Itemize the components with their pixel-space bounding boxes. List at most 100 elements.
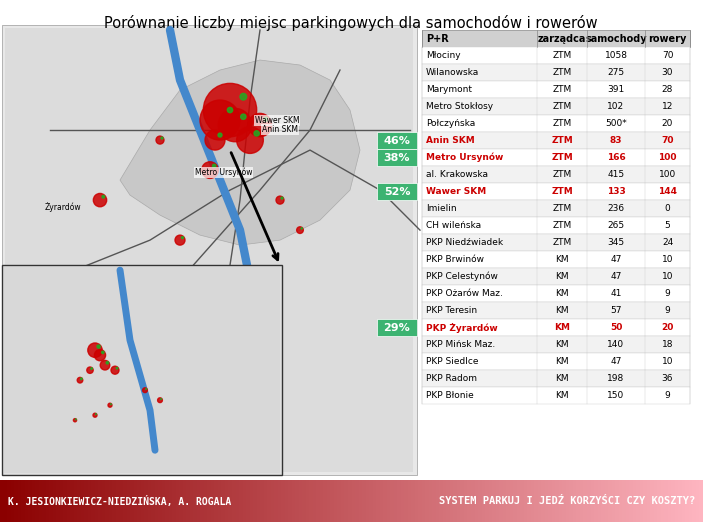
Text: 345: 345 xyxy=(607,238,624,247)
Circle shape xyxy=(157,398,162,402)
Bar xyxy=(11,480,15,522)
Bar xyxy=(524,480,528,522)
Circle shape xyxy=(111,366,119,374)
Bar xyxy=(278,480,282,522)
Bar xyxy=(640,480,644,522)
Bar xyxy=(313,480,317,522)
FancyBboxPatch shape xyxy=(422,353,690,370)
FancyBboxPatch shape xyxy=(377,183,417,200)
FancyBboxPatch shape xyxy=(422,336,690,353)
FancyBboxPatch shape xyxy=(422,183,690,200)
Polygon shape xyxy=(120,60,360,245)
Bar xyxy=(158,480,162,522)
Bar xyxy=(411,480,415,522)
Bar xyxy=(534,480,538,522)
Bar xyxy=(137,480,141,522)
FancyBboxPatch shape xyxy=(2,265,282,475)
Text: 47: 47 xyxy=(610,272,621,281)
Circle shape xyxy=(205,130,225,150)
Text: Połczyńska: Połczyńska xyxy=(426,119,475,128)
Bar xyxy=(612,480,616,522)
Bar xyxy=(49,480,53,522)
Bar xyxy=(295,480,299,522)
Circle shape xyxy=(97,345,101,348)
Bar xyxy=(654,480,658,522)
Text: 20: 20 xyxy=(662,119,673,128)
Circle shape xyxy=(181,236,183,239)
Text: Metro Ursynów: Metro Ursynów xyxy=(195,168,252,177)
Bar xyxy=(425,480,430,522)
Bar xyxy=(485,480,489,522)
Bar xyxy=(14,480,18,522)
Bar xyxy=(105,480,110,522)
Bar xyxy=(397,480,401,522)
Circle shape xyxy=(248,113,271,137)
FancyBboxPatch shape xyxy=(2,25,417,475)
FancyBboxPatch shape xyxy=(422,166,690,183)
Bar xyxy=(464,480,468,522)
Bar xyxy=(513,480,517,522)
Bar xyxy=(569,480,574,522)
Text: 28: 28 xyxy=(662,85,673,94)
Circle shape xyxy=(94,350,105,361)
Circle shape xyxy=(212,164,216,168)
Bar xyxy=(682,480,686,522)
Circle shape xyxy=(101,360,110,370)
Text: 46%: 46% xyxy=(384,136,411,146)
Bar xyxy=(67,480,71,522)
Bar xyxy=(352,480,356,522)
Text: 10: 10 xyxy=(662,272,673,281)
Bar xyxy=(42,480,46,522)
Bar xyxy=(21,480,25,522)
Bar xyxy=(214,480,219,522)
Bar xyxy=(243,480,247,522)
Bar xyxy=(383,480,387,522)
Bar xyxy=(116,480,120,522)
Text: Imielin: Imielin xyxy=(426,204,457,213)
Bar xyxy=(591,480,595,522)
Circle shape xyxy=(75,419,76,420)
Text: 415: 415 xyxy=(607,170,624,179)
Text: ZTM: ZTM xyxy=(551,187,573,196)
Text: 133: 133 xyxy=(607,187,626,196)
Text: 144: 144 xyxy=(658,187,677,196)
Text: 52%: 52% xyxy=(384,186,411,197)
Text: 12: 12 xyxy=(662,102,673,111)
Bar xyxy=(376,480,380,522)
Bar xyxy=(274,480,278,522)
Text: ZTM: ZTM xyxy=(553,85,572,94)
Bar xyxy=(408,480,412,522)
Bar xyxy=(692,480,697,522)
Text: 18: 18 xyxy=(662,340,673,349)
Bar xyxy=(471,480,475,522)
Bar xyxy=(306,480,310,522)
Bar xyxy=(380,480,384,522)
Bar xyxy=(267,480,271,522)
Bar xyxy=(302,480,307,522)
Bar xyxy=(520,480,524,522)
Bar xyxy=(56,480,60,522)
Bar xyxy=(636,480,640,522)
Text: 391: 391 xyxy=(607,85,625,94)
Text: 30: 30 xyxy=(662,68,673,77)
Bar xyxy=(186,480,191,522)
Bar xyxy=(130,480,134,522)
Bar xyxy=(123,480,127,522)
Bar xyxy=(453,480,458,522)
Bar xyxy=(467,480,472,522)
Bar xyxy=(629,480,633,522)
FancyBboxPatch shape xyxy=(5,28,413,472)
Bar xyxy=(436,480,440,522)
Text: zarządca: zarządca xyxy=(538,33,586,43)
Bar xyxy=(228,480,233,522)
FancyBboxPatch shape xyxy=(377,319,417,336)
Text: al. Krakowska: al. Krakowska xyxy=(426,170,488,179)
Text: PKP Mińsk Maz.: PKP Mińsk Maz. xyxy=(426,340,495,349)
Text: 9: 9 xyxy=(664,289,671,298)
Bar xyxy=(489,480,493,522)
Bar xyxy=(598,480,602,522)
Bar xyxy=(387,480,391,522)
Bar xyxy=(626,480,630,522)
Text: Metro Ursynów: Metro Ursynów xyxy=(426,153,503,162)
FancyBboxPatch shape xyxy=(422,234,690,251)
